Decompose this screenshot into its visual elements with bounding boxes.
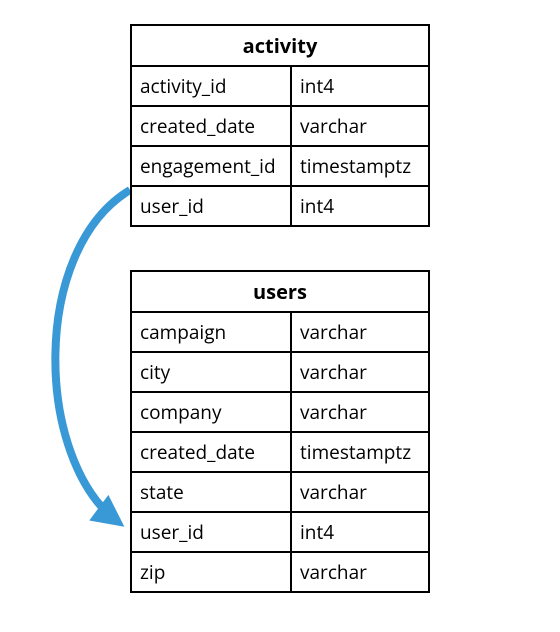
column-type: int4 — [292, 187, 428, 225]
table-row: zipvarchar — [132, 553, 428, 591]
column-type: varchar — [292, 553, 428, 591]
column-type: timestamptz — [292, 147, 428, 185]
column-type: varchar — [292, 313, 428, 351]
table-activity: activity activity_idint4created_datevarc… — [130, 24, 430, 227]
table-row: cityvarchar — [132, 353, 428, 393]
column-name: state — [132, 473, 292, 511]
column-name: user_id — [132, 187, 292, 225]
column-name: zip — [132, 553, 292, 591]
column-type: varchar — [292, 473, 428, 511]
column-type: timestamptz — [292, 433, 428, 471]
column-type: int4 — [292, 513, 428, 551]
column-name: engagement_id — [132, 147, 292, 185]
table-activity-title: activity — [132, 26, 428, 67]
column-name: user_id — [132, 513, 292, 551]
table-row: statevarchar — [132, 473, 428, 513]
table-row: campaignvarchar — [132, 313, 428, 353]
table-row: companyvarchar — [132, 393, 428, 433]
column-type: varchar — [292, 107, 428, 145]
table-row: user_idint4 — [132, 187, 428, 225]
table-row: created_datetimestamptz — [132, 433, 428, 473]
table-row: engagement_idtimestamptz — [132, 147, 428, 187]
table-users-title: users — [132, 272, 428, 313]
column-name: activity_id — [132, 67, 292, 105]
column-name: company — [132, 393, 292, 431]
table-users: users campaignvarcharcityvarcharcompanyv… — [130, 270, 430, 593]
table-row: activity_idint4 — [132, 67, 428, 107]
column-name: campaign — [132, 313, 292, 351]
er-diagram: activity activity_idint4created_datevarc… — [0, 0, 560, 632]
column-type: int4 — [292, 67, 428, 105]
table-row: user_idint4 — [132, 513, 428, 553]
column-type: varchar — [292, 353, 428, 391]
column-name: city — [132, 353, 292, 391]
column-name: created_date — [132, 107, 292, 145]
column-type: varchar — [292, 393, 428, 431]
table-row: created_datevarchar — [132, 107, 428, 147]
column-name: created_date — [132, 433, 292, 471]
